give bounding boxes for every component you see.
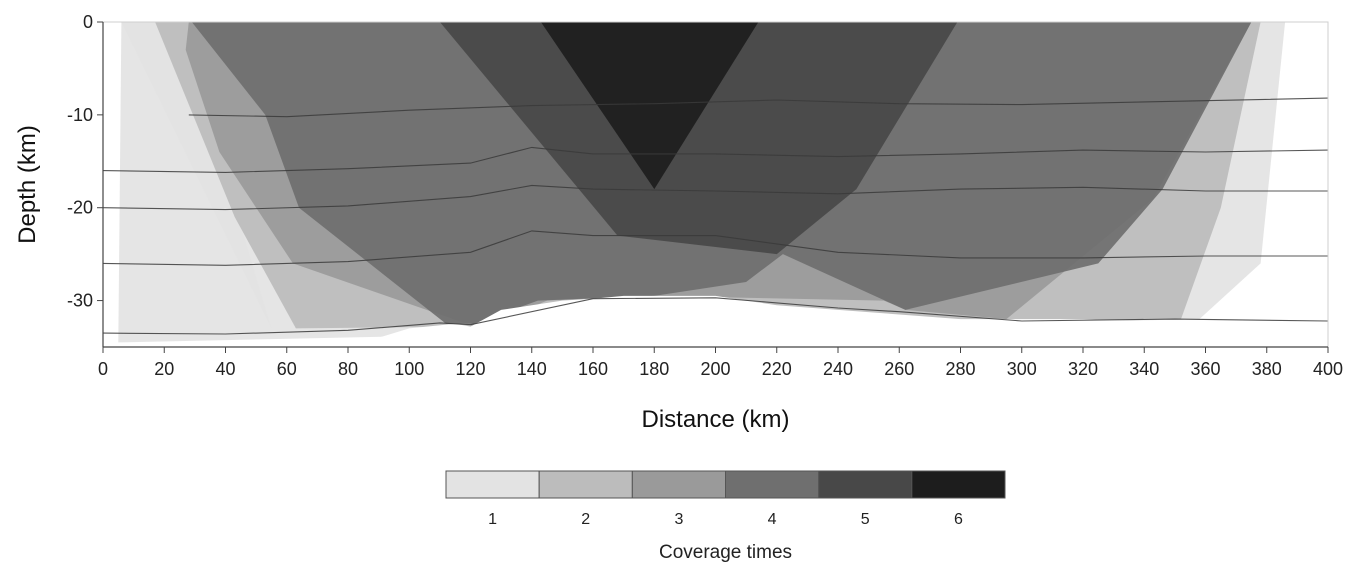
x-tick-label: 120 <box>455 359 485 379</box>
x-tick-label: 140 <box>517 359 547 379</box>
plot-area <box>102 21 1329 348</box>
legend-label-3: 3 <box>674 511 683 528</box>
x-tick-label: 20 <box>154 359 174 379</box>
y-tick-label: 0 <box>83 12 93 32</box>
x-tick-label: 340 <box>1129 359 1159 379</box>
x-axis: 0 20 40 60 80 100 120 140 160 180 200 220 240 260 280 3… <box>98 346 1343 379</box>
layer-line-2 <box>102 184 1328 211</box>
below-coverage-mask <box>103 295 1328 347</box>
layer-line-4 <box>102 297 1329 335</box>
coverage-area-5-5 <box>439 22 958 255</box>
x-tick-label: 0 <box>98 359 108 379</box>
layer-line-1 <box>102 146 1329 173</box>
layer-boundary-lines <box>102 97 1329 335</box>
legend-swatch-1 <box>445 470 540 499</box>
x-tick-label: 40 <box>215 359 235 379</box>
layer-line-0 <box>188 97 1329 118</box>
legend-swatch-4 <box>725 470 820 499</box>
x-tick-label: 240 <box>823 359 853 379</box>
y-tick-label: -20 <box>67 198 93 218</box>
coverage-area-6-6 <box>540 22 759 190</box>
x-tick-label: 60 <box>277 359 297 379</box>
coverage-polygons <box>118 22 1286 343</box>
layer-line-3 <box>102 230 1328 266</box>
x-tick-label: 300 <box>1007 359 1037 379</box>
legend-swatch-3 <box>631 470 726 499</box>
coverage-area-1-1 <box>121 22 272 329</box>
x-axis-title: Distance (km) <box>641 406 789 433</box>
y-axis-title: Depth (km) <box>14 125 41 244</box>
x-tick-label: 400 <box>1313 359 1343 379</box>
x-tick-label: 160 <box>578 359 608 379</box>
legend-swatch-5 <box>818 470 913 499</box>
x-tick-label: 220 <box>762 359 792 379</box>
x-tick-label: 320 <box>1068 359 1098 379</box>
x-tick-label: 200 <box>700 359 730 379</box>
legend-swatch-6 <box>911 470 1006 499</box>
below-boundary-area <box>103 295 1328 347</box>
x-tick-label: 260 <box>884 359 914 379</box>
y-axis: 0 -10 -20 -30 <box>67 12 104 347</box>
y-tick-label: -10 <box>67 105 93 125</box>
x-tick-label: 280 <box>945 359 975 379</box>
y-tick-label: -30 <box>67 291 93 311</box>
x-tick-label: 380 <box>1252 359 1282 379</box>
legend: 1 2 3 4 5 6 <box>445 470 1006 528</box>
legend-label-1: 1 <box>488 511 497 528</box>
legend-label-2: 2 <box>581 511 590 528</box>
legend-label-6: 6 <box>954 511 963 528</box>
x-tick-label: 180 <box>639 359 669 379</box>
legend-label-4: 4 <box>768 511 777 528</box>
x-tick-label: 100 <box>394 359 424 379</box>
x-tick-label: 360 <box>1190 359 1220 379</box>
legend-label-5: 5 <box>861 511 870 528</box>
x-tick-label: 80 <box>338 359 358 379</box>
legend-swatch-2 <box>538 470 633 499</box>
legend-title: Coverage times <box>659 542 792 563</box>
